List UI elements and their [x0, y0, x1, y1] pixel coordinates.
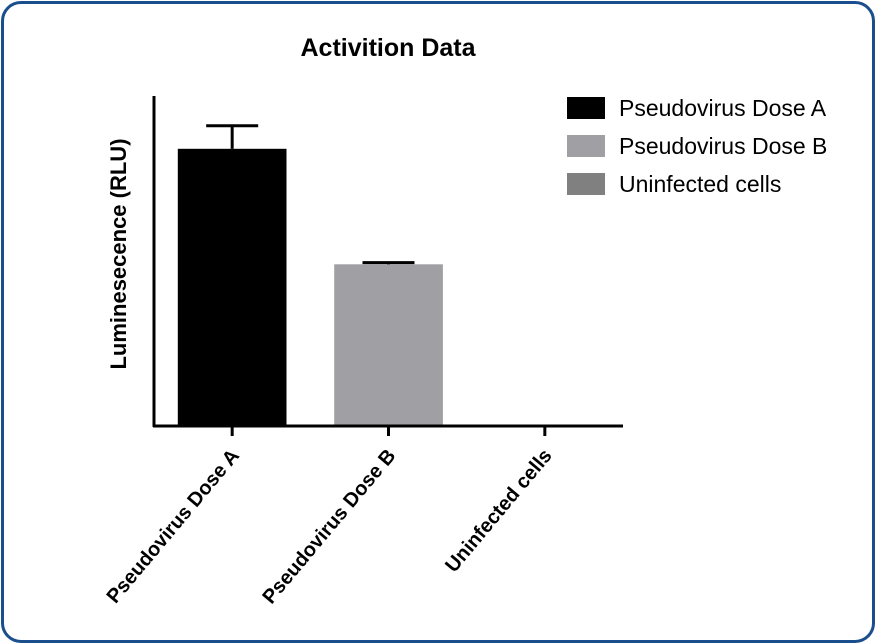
legend-item-1: Pseudovirus Dose A [567, 95, 827, 121]
y-axis-label: Luminesecence (RLU) [106, 138, 131, 369]
chart-title: Activition Data [300, 34, 476, 62]
bar-1 [177, 148, 287, 427]
legend-item-3: Uninfected cells [567, 171, 781, 197]
legend-swatch-2 [567, 135, 605, 157]
bar-2 [334, 264, 443, 426]
legend-label-1: Pseudovirus Dose A [619, 95, 827, 121]
x-tick-label-1: Pseudovirus Dose A [103, 445, 244, 608]
error-bar-1 [206, 124, 259, 149]
legend-item-2: Pseudovirus Dose B [567, 133, 827, 159]
error-bar-2 [362, 261, 415, 265]
x-tick-label-3: Uninfected cells [441, 445, 556, 577]
x-tick-label-2: Pseudovirus Dose B [258, 445, 400, 608]
legend-swatch-1 [567, 97, 605, 119]
legend-label-2: Pseudovirus Dose B [619, 133, 827, 159]
legend-swatch-3 [567, 173, 605, 195]
legend-label-3: Uninfected cells [619, 171, 781, 197]
